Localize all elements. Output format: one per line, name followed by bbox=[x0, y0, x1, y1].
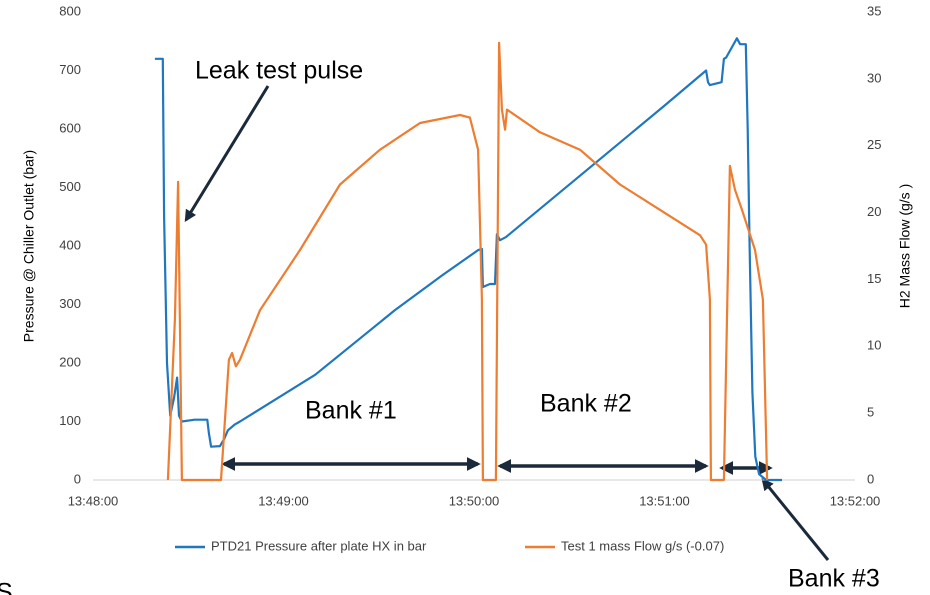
y-tick-label: 400 bbox=[59, 237, 81, 252]
x-tick-label: 13:51:00 bbox=[639, 493, 690, 508]
legend-label: PTD21 Pressure after plate HX in bar bbox=[211, 538, 427, 553]
annotation-arrow bbox=[761, 478, 830, 561]
annotation: Bank #1 bbox=[305, 397, 397, 425]
y2-tick-label: 5 bbox=[867, 405, 874, 420]
y2-tick-label: 10 bbox=[867, 338, 881, 353]
y2-tick-label: 0 bbox=[867, 471, 874, 486]
y2-tick-label: 25 bbox=[867, 137, 881, 152]
y-tick-label: 100 bbox=[59, 413, 81, 428]
legend-label: Test 1 mass Flow g/s (-0.07) bbox=[561, 538, 724, 553]
y-tick-label: 200 bbox=[59, 354, 81, 369]
y-tick-label: 600 bbox=[59, 120, 81, 135]
y-axis-title: Pressure @ Chiller Outlet (bar) bbox=[21, 150, 37, 342]
annotation: Leak test pulse bbox=[195, 57, 363, 85]
series-line bbox=[166, 41, 769, 482]
annotation-arrow bbox=[184, 85, 270, 223]
annotation: Bank #3 bbox=[788, 565, 880, 593]
y2-tick-label: 30 bbox=[867, 70, 881, 85]
x-tick-label: 13:49:00 bbox=[258, 493, 309, 508]
y-tick-label: 700 bbox=[59, 62, 81, 77]
y-tick-label: 800 bbox=[59, 3, 81, 18]
y2-tick-label: 20 bbox=[867, 204, 881, 219]
y-tick-label: 300 bbox=[59, 296, 81, 311]
y-tick-label: 0 bbox=[74, 471, 81, 486]
x-tick-label: 13:50:00 bbox=[449, 493, 500, 508]
y2-tick-label: 15 bbox=[867, 271, 881, 286]
x-tick-label: 13:52:00 bbox=[830, 493, 881, 508]
annotation: Bank #2 bbox=[540, 390, 632, 418]
cut-text: S bbox=[0, 579, 13, 595]
y2-axis-title: H2 Mass Flow (g/s ) bbox=[897, 184, 913, 308]
x-tick-label: 13:48:00 bbox=[68, 493, 119, 508]
y-tick-label: 500 bbox=[59, 179, 81, 194]
series-line bbox=[154, 37, 782, 482]
y2-tick-label: 35 bbox=[867, 3, 881, 18]
